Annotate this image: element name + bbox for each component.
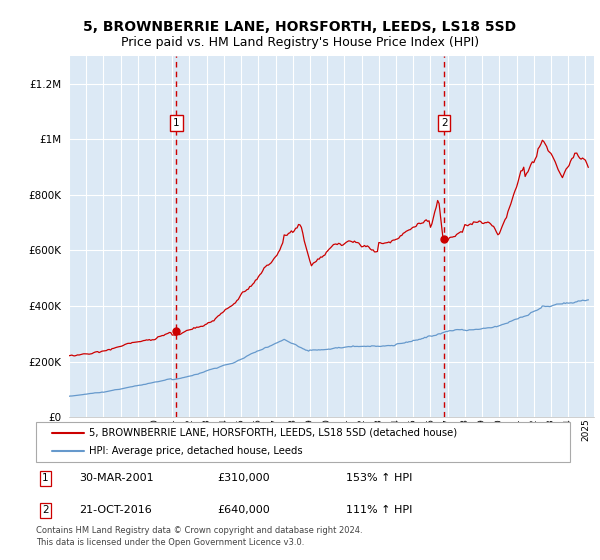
Text: 21-OCT-2016: 21-OCT-2016 [79,505,151,515]
Text: £310,000: £310,000 [218,473,270,483]
Text: £640,000: £640,000 [218,505,271,515]
Text: 2: 2 [441,118,448,128]
Text: 1: 1 [42,473,49,483]
Text: 5, BROWNBERRIE LANE, HORSFORTH, LEEDS, LS18 5SD (detached house): 5, BROWNBERRIE LANE, HORSFORTH, LEEDS, L… [89,428,458,437]
Text: 5, BROWNBERRIE LANE, HORSFORTH, LEEDS, LS18 5SD: 5, BROWNBERRIE LANE, HORSFORTH, LEEDS, L… [83,20,517,34]
Text: 1: 1 [173,118,180,128]
Text: 30-MAR-2001: 30-MAR-2001 [79,473,154,483]
Text: HPI: Average price, detached house, Leeds: HPI: Average price, detached house, Leed… [89,446,303,456]
Text: 111% ↑ HPI: 111% ↑ HPI [346,505,412,515]
Text: 153% ↑ HPI: 153% ↑ HPI [346,473,412,483]
Text: Price paid vs. HM Land Registry's House Price Index (HPI): Price paid vs. HM Land Registry's House … [121,36,479,49]
Text: Contains HM Land Registry data © Crown copyright and database right 2024.
This d: Contains HM Land Registry data © Crown c… [36,526,362,547]
Text: 2: 2 [42,505,49,515]
FancyBboxPatch shape [36,422,570,462]
